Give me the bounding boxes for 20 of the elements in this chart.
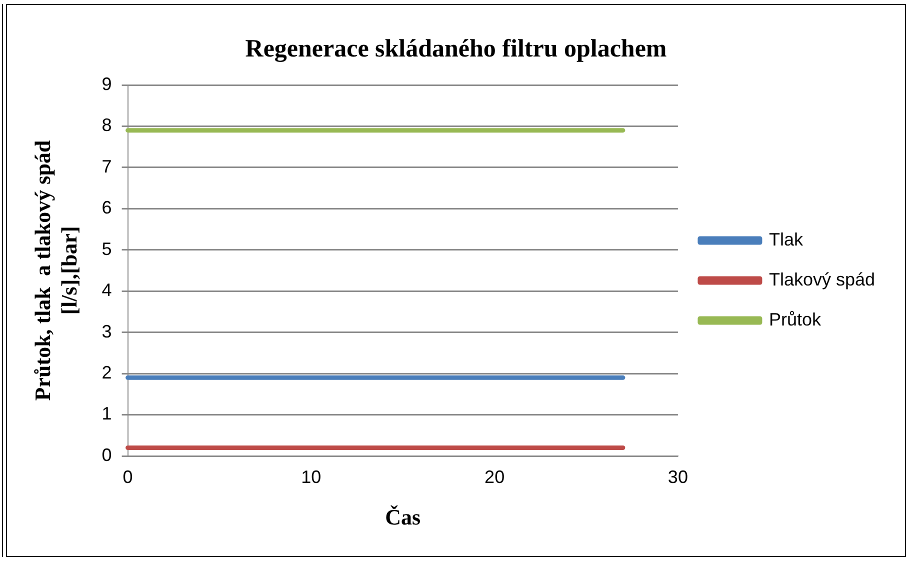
x-tick-label: 30 (668, 466, 688, 487)
y-tick-label: 6 (102, 198, 112, 218)
x-axis-title: Čas (385, 504, 422, 530)
y-tick-label: 8 (102, 115, 112, 136)
chart-title: Regenerace skládaného filtru oplachem (245, 35, 667, 62)
y-tick-label: 2 (102, 362, 112, 383)
y-tick-label: 7 (102, 156, 112, 176)
y-tick-label: 9 (102, 74, 112, 94)
legend-label: Tlak (768, 229, 804, 250)
x-tick-label: 10 (301, 466, 322, 487)
y-tick-label: 1 (102, 404, 112, 424)
legend-label: Průtok (768, 309, 822, 330)
y-tick-label: 5 (102, 238, 112, 259)
legend-label: Tlakový spád (768, 269, 876, 290)
y-tick-label: 3 (102, 321, 112, 342)
y-axis-title: Průtok, tlak a tlakový spád [l/s],[bar] (30, 140, 82, 401)
x-tick-label: 20 (484, 466, 505, 487)
x-tick-label: 0 (122, 466, 133, 487)
y-tick-label: 4 (102, 280, 112, 300)
y-tick-label: 0 (102, 444, 112, 465)
